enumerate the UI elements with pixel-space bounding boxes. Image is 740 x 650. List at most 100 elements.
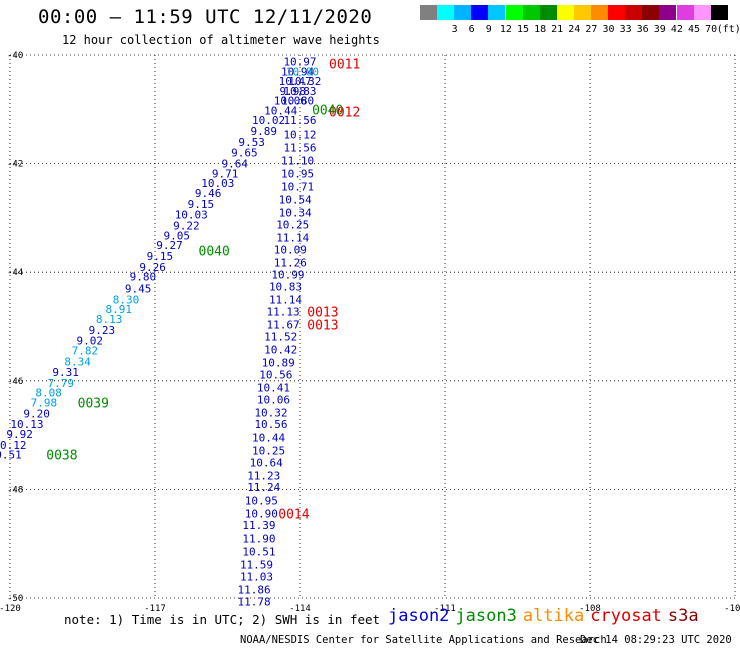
swh-value-label: 8.34 <box>64 355 91 368</box>
swh-value-label: 11.56 <box>283 114 316 127</box>
swh-value-label: 10.54 <box>279 193 312 206</box>
pass-time-label: 0011 <box>329 58 360 73</box>
color-scale-swatch <box>471 5 489 20</box>
swh-value-label: 11.13 <box>267 305 300 318</box>
swh-value-label: 9.53 <box>238 136 265 149</box>
color-scale-label: 6 <box>468 24 475 35</box>
swh-value-label: 9.45 <box>125 282 152 295</box>
swh-value-label: 10.89 <box>262 356 295 369</box>
color-scale-swatch <box>591 5 608 20</box>
color-scale-label: 3 <box>451 24 458 35</box>
swh-value-label: 9.46 <box>195 187 222 200</box>
color-scale-swatch <box>556 5 574 20</box>
color-scale-label: 24 <box>568 24 581 35</box>
swh-value-label: 8.13 <box>96 313 123 326</box>
swh-value-label: 10.80 <box>286 65 319 78</box>
color-scale-unit: (ft) <box>716 24 740 35</box>
color-scale-label: 18 <box>534 24 547 35</box>
color-scale-swatch <box>676 5 694 20</box>
swh-value-label: 10.41 <box>257 381 290 394</box>
swh-value-label: 7.98 <box>31 397 58 410</box>
swh-value-label: 11.24 <box>247 481 280 494</box>
swh-value-label: 9.26 <box>139 261 166 274</box>
swh-value-label: 11.59 <box>240 558 273 571</box>
swh-value-label: 9.92 <box>6 428 33 441</box>
swh-value-label: 10.56 <box>254 418 287 431</box>
color-scale-swatch <box>710 5 728 20</box>
lon-tick-label: -105 <box>724 604 740 614</box>
satellite-name-altika: altika <box>522 606 585 626</box>
swh-value-label: 10.51 <box>0 449 22 462</box>
swh-value-label: 9.71 <box>212 167 239 180</box>
footer-note: note: 1) Time is in UTC; 2) SWH is in fe… <box>64 612 381 627</box>
swh-value-label: 11.39 <box>242 519 275 532</box>
swh-value-label: 10.64 <box>250 456 283 469</box>
swh-value-label: 10.32 <box>288 75 321 88</box>
swh-value-label: 10.44 <box>264 104 297 117</box>
swh-value-label: 10.34 <box>279 206 312 219</box>
color-scale-swatch <box>659 5 677 20</box>
color-scale-swatch <box>505 5 523 20</box>
swh-value-label: 11.52 <box>264 330 297 343</box>
swh-value-label: 9.20 <box>23 407 50 420</box>
swh-value-label: 10.95 <box>245 494 278 507</box>
swh-value-label: 11.86 <box>238 583 271 596</box>
color-scale-label: 27 <box>585 24 598 35</box>
swh-value-label: 9.22 <box>173 220 200 233</box>
color-scale-label: 39 <box>653 24 666 35</box>
swh-value-label: 10.12 <box>283 128 316 141</box>
swh-value-label: 10.90 <box>245 507 278 520</box>
color-scale-swatch <box>437 5 455 20</box>
swh-value-label: 10.47 <box>279 75 312 88</box>
color-scale-swatch <box>693 5 711 20</box>
color-scale-label: 36 <box>636 24 649 35</box>
swh-value-label: 10.06 <box>274 95 307 108</box>
swh-value-label: 9.05 <box>164 229 191 242</box>
swh-value-label: 11.78 <box>238 595 271 608</box>
swh-value-label: 10.25 <box>276 218 309 231</box>
lat-tick-label: -40 <box>7 51 23 61</box>
color-scale-label: 33 <box>619 24 632 35</box>
swh-value-label: 7.79 <box>48 377 75 390</box>
swh-value-label: 11.14 <box>276 231 309 244</box>
page-title: 00:00 – 11:59 UTC 12/11/2020 <box>38 6 373 28</box>
swh-value-label: 10.99 <box>271 268 304 281</box>
swh-value-label: 8.08 <box>35 387 62 400</box>
color-scale-label: 30 <box>602 24 615 35</box>
color-scale-swatch <box>522 5 540 20</box>
color-scale-label: 45 <box>687 24 701 35</box>
color-scale-label: 21 <box>551 24 564 35</box>
swh-value-label: 11.90 <box>242 532 275 545</box>
swh-value-label: 10.44 <box>252 431 285 444</box>
color-scale-swatch <box>625 5 643 20</box>
color-scale-swatch <box>642 5 660 20</box>
lat-tick-label: -42 <box>7 160 23 170</box>
pass-time-label: 0040 <box>312 103 343 118</box>
swh-value-label: 10.97 <box>283 56 316 69</box>
satellite-name-s3a: s3a <box>667 606 699 626</box>
color-scale-swatch <box>573 5 591 20</box>
swh-value-label: 9.15 <box>147 250 174 263</box>
swh-value-label: 9.31 <box>52 366 79 379</box>
lat-tick-label: -44 <box>7 268 23 278</box>
pass-time-label: 0014 <box>278 507 309 522</box>
credit-line: NOAA/NESDIS Center for Satellite Applica… <box>240 634 607 646</box>
swh-value-label: 10.95 <box>281 167 314 180</box>
color-scale-label: 15 <box>516 24 530 35</box>
swh-value-label: 10.13 <box>10 418 43 431</box>
pass-time-label: 0038 <box>46 449 77 464</box>
swh-value-label: 11.14 <box>269 293 302 306</box>
satellite-name-jason2: jason2 <box>388 606 450 626</box>
lon-tick-label: -117 <box>144 604 166 614</box>
color-scale-label: 12 <box>499 24 512 35</box>
page-subtitle: 12 hour collection of altimeter wave hei… <box>62 33 380 47</box>
swh-value-label: 10.02 <box>252 114 285 127</box>
swh-value-label: 10.51 <box>242 545 275 558</box>
swh-value-label: 10.03 <box>201 177 234 190</box>
swh-value-label: 9.89 <box>251 125 278 138</box>
swh-value-label: 9.64 <box>222 158 249 171</box>
color-scale-swatch <box>420 5 437 20</box>
swh-value-label: 7.82 <box>72 344 99 357</box>
pass-time-label: 0039 <box>78 397 109 412</box>
